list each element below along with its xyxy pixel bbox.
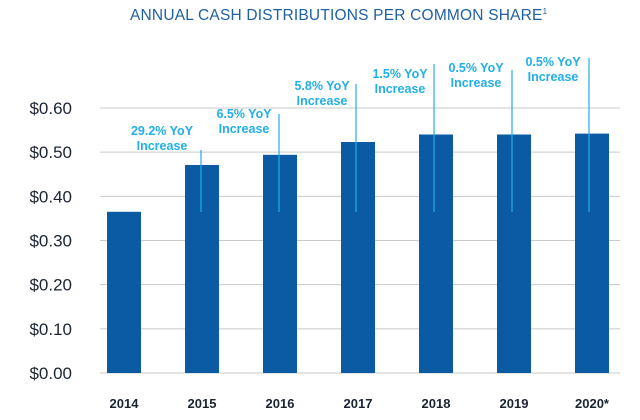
annotation-line-2: Increase	[375, 82, 426, 96]
bar	[575, 133, 609, 373]
chart-title-text: ANNUAL CASH DISTRIBUTIONS PER COMMON SHA…	[130, 7, 543, 24]
y-tick-label: $0.30	[29, 232, 72, 251]
y-tick-label: $0.20	[29, 276, 72, 295]
x-tick-label: 2020*	[575, 396, 610, 411]
x-tick-label: 2019	[500, 396, 529, 411]
annotation-line-2: Increase	[219, 122, 270, 136]
annotation-line-1: 6.5% YoY	[216, 107, 272, 121]
x-tick-label: 2014	[110, 396, 140, 411]
y-tick-label: $0.00	[29, 364, 72, 383]
annotation-label: 29.2% YoY Increase	[131, 124, 194, 153]
annotation-line-1: 5.8% YoY	[294, 79, 350, 93]
annotation-line-1: 0.5% YoY	[525, 55, 581, 69]
y-tick-label: $0.60	[29, 99, 72, 118]
x-tick-label: 2015	[188, 396, 217, 411]
annotation-label: 6.5% YoY Increase	[216, 107, 272, 136]
bar	[341, 142, 375, 373]
x-tick-label: 2017	[344, 396, 373, 411]
annotation-label: 0.5% YoY Increase	[525, 55, 581, 84]
bar	[185, 164, 219, 373]
bar	[497, 134, 531, 373]
annotation-label: 1.5% YoY Increase	[372, 67, 428, 96]
annotation-line-2: Increase	[451, 76, 502, 90]
annotation-line-1: 0.5% YoY	[448, 61, 504, 75]
y-tick-label: $0.40	[29, 187, 72, 206]
annotation-leader-lines	[200, 58, 590, 212]
x-tick-label: 2016	[266, 396, 295, 411]
y-axis: $0.00 $0.10 $0.20 $0.30 $0.40 $0.50 $0.60	[29, 99, 72, 383]
annotation-label: 5.8% YoY Increase	[294, 79, 350, 108]
chart-title: ANNUAL CASH DISTRIBUTIONS PER COMMON SHA…	[130, 7, 548, 24]
annotation-line-1: 29.2% YoY	[131, 124, 194, 138]
bar	[263, 154, 297, 373]
y-tick-label: $0.50	[29, 143, 72, 162]
bars	[107, 133, 609, 373]
annotation-line-2: Increase	[297, 94, 348, 108]
x-axis: 2014 2015 2016 2017 2018 2019 2020*	[110, 396, 610, 411]
x-tick-label: 2018	[422, 396, 451, 411]
bar	[419, 134, 453, 373]
annotation-line-2: Increase	[137, 139, 188, 153]
annotation-label: 0.5% YoY Increase	[448, 61, 504, 90]
annotation-line-1: 1.5% YoY	[372, 67, 428, 81]
annotation-line-2: Increase	[528, 70, 579, 84]
y-tick-label: $0.10	[29, 320, 72, 339]
bar	[107, 211, 141, 373]
chart-title-footnote: 1	[543, 7, 548, 16]
